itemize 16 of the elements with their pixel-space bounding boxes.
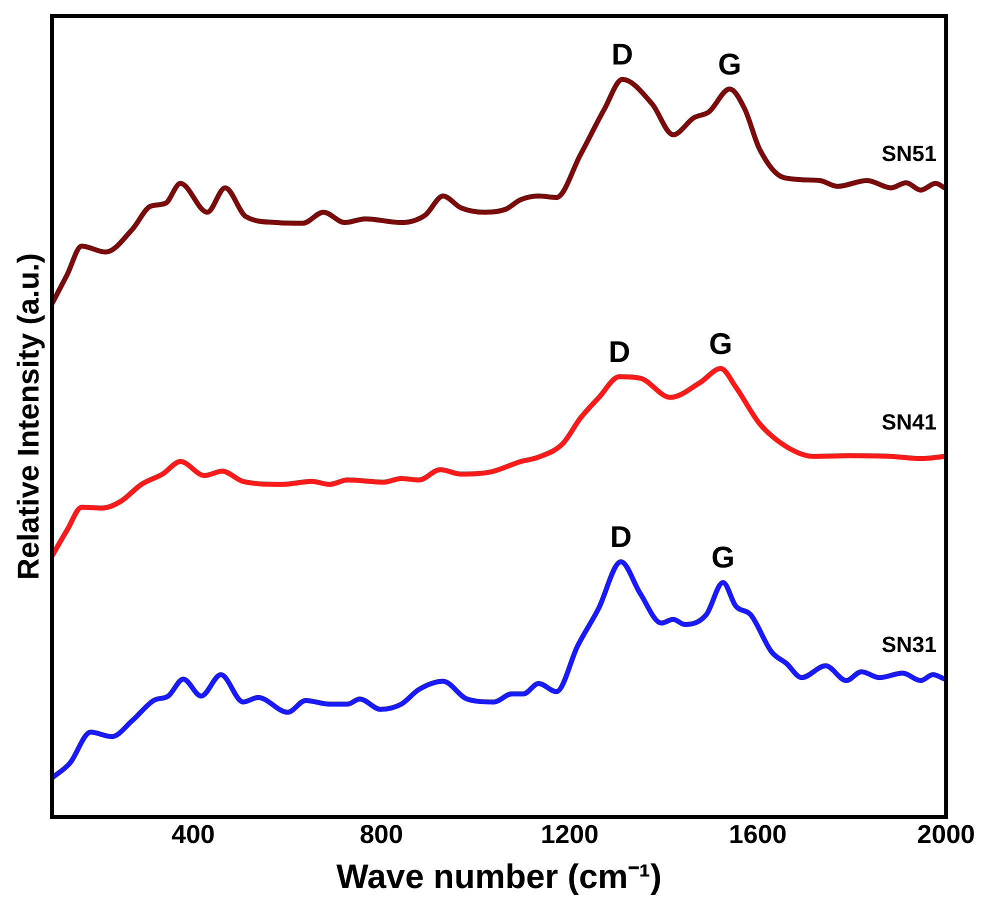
annotation: D xyxy=(611,38,634,72)
x-tick-label: 2000 xyxy=(917,818,975,849)
annotation: G xyxy=(711,542,735,575)
x-tick-label: 1200 xyxy=(540,818,599,849)
y-axis-title: Relative Intensity (a.u.) xyxy=(12,253,46,580)
series-label: SN31 xyxy=(882,632,937,658)
annotation: G xyxy=(709,328,732,361)
annotation: G xyxy=(718,48,742,82)
x-tick-label: 800 xyxy=(360,818,404,849)
x-tick-label: 400 xyxy=(171,818,215,849)
series-label: SN51 xyxy=(882,140,937,166)
annotation: D xyxy=(610,521,632,554)
series-label: SN41 xyxy=(882,409,937,434)
x-tick-label: 1600 xyxy=(728,818,787,849)
x-axis-title: Wave number (cm⁻¹) xyxy=(336,858,662,896)
annotation: D xyxy=(608,336,630,369)
